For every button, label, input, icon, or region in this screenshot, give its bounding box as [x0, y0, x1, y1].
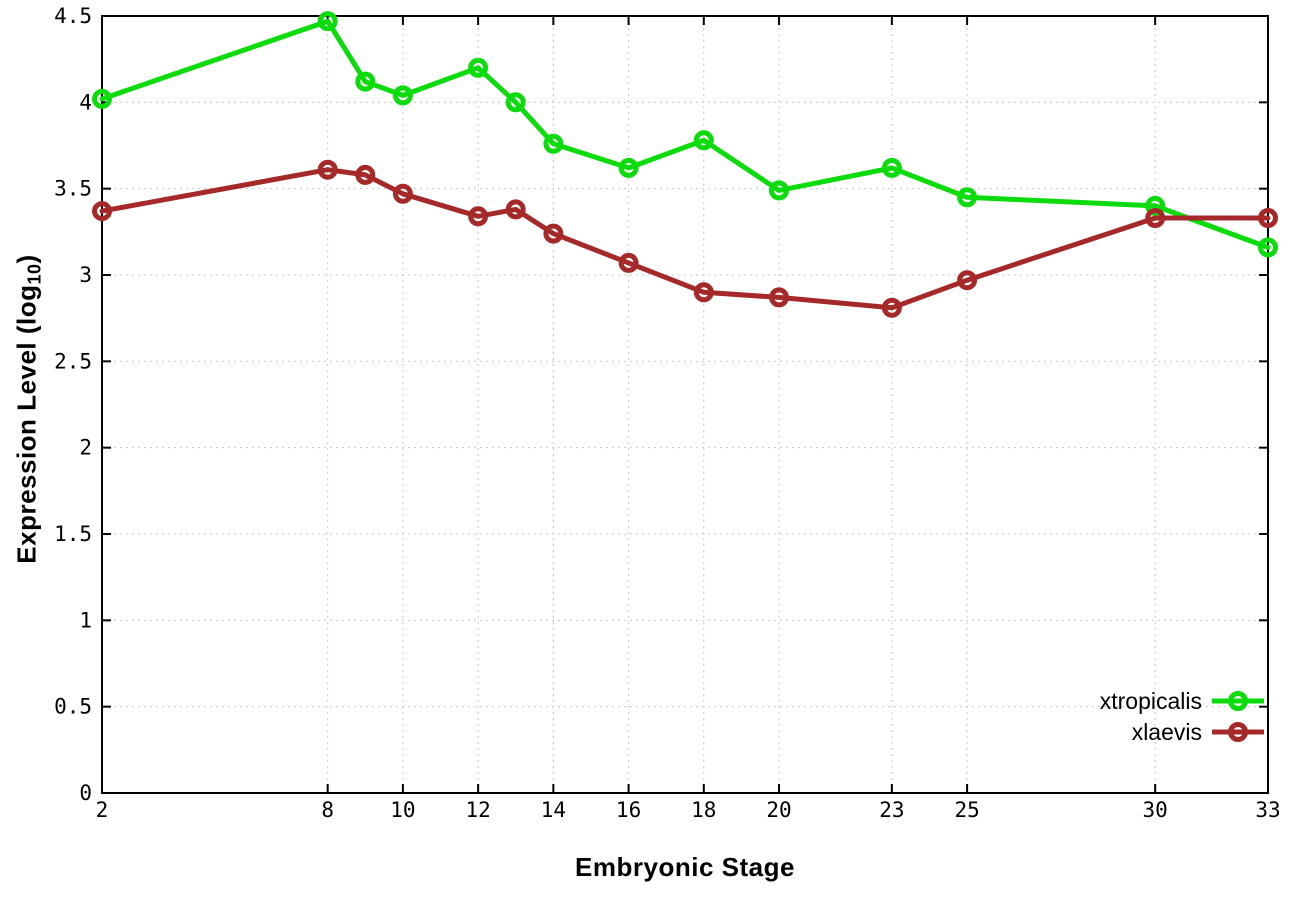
x-tick-label: 14 — [541, 798, 566, 822]
data-point-xtropicalis — [92, 88, 112, 109]
series-line-xlaevis — [99, 167, 1271, 311]
y-tick-label: 2 — [79, 436, 92, 460]
y-tick-label: 2.5 — [54, 349, 92, 373]
data-point-xtropicalis — [543, 133, 564, 154]
data-point-xlaevis — [468, 206, 489, 227]
x-tick-label: 23 — [879, 798, 904, 822]
y-tick-label: 0 — [79, 781, 92, 805]
data-point-xlaevis — [355, 164, 376, 185]
data-point-xtropicalis — [1145, 195, 1166, 216]
legend-marker-xtropicalis-icon — [1212, 691, 1264, 711]
data-point-xtropicalis — [392, 85, 413, 106]
data-point-xlaevis — [618, 252, 639, 273]
data-point-xtropicalis — [1258, 237, 1278, 258]
data-point-xtropicalis — [769, 180, 789, 201]
y-axis-title-subscript: 10 — [24, 263, 45, 285]
x-tick-label: 16 — [616, 798, 641, 822]
data-point-xlaevis — [693, 282, 714, 303]
y-tick-label: 4.5 — [54, 4, 92, 28]
y-tick-label: 0.5 — [54, 695, 92, 719]
data-point-xtropicalis — [468, 57, 489, 78]
legend-row-xtropicalis: xtropicalis — [1100, 687, 1264, 715]
x-tick-label: 8 — [321, 798, 334, 822]
data-point-xlaevis — [881, 297, 902, 318]
y-tick-label: 3.5 — [54, 177, 92, 201]
x-tick-label: 18 — [691, 798, 716, 822]
y-axis-title-main: Expression Level (log — [11, 284, 42, 564]
x-tick-label: 30 — [1143, 798, 1168, 822]
legend: xtropicalis xlaevis — [1100, 687, 1264, 746]
x-tick-label: 2 — [96, 798, 109, 822]
x-tick-label: 12 — [465, 798, 490, 822]
legend-label-xtropicalis: xtropicalis — [1099, 687, 1202, 714]
y-tick-label: 3 — [79, 263, 92, 287]
data-point-xtropicalis — [618, 157, 639, 178]
data-point-xlaevis — [1145, 208, 1166, 228]
data-point-xtropicalis — [355, 71, 376, 92]
plot-border — [101, 15, 1269, 794]
x-tick-label: 33 — [1255, 798, 1280, 822]
data-point-xtropicalis — [505, 92, 526, 113]
data-point-xtropicalis — [881, 157, 902, 178]
data-point-xlaevis — [317, 159, 338, 180]
legend-marker-xlaevis-icon — [1212, 722, 1264, 742]
y-tick-label: 4 — [79, 90, 92, 114]
x-tick-label: 25 — [954, 798, 979, 822]
data-point-xtropicalis — [317, 11, 338, 32]
data-point-xtropicalis — [693, 130, 714, 151]
y-axis-title: Expression Level (log10) — [12, 21, 46, 798]
x-axis-title: Embryonic Stage — [575, 852, 795, 882]
x-tick-label: 10 — [390, 798, 415, 822]
data-point-xtropicalis — [957, 187, 978, 208]
data-point-xlaevis — [92, 201, 112, 222]
data-point-xlaevis — [957, 270, 978, 291]
y-tick-label: 1 — [79, 608, 92, 632]
x-tick-label: 20 — [766, 798, 791, 822]
data-point-xlaevis — [543, 223, 564, 244]
data-point-xlaevis — [392, 183, 413, 204]
data-point-xlaevis — [505, 199, 526, 220]
data-point-xlaevis — [1258, 208, 1278, 228]
series-line-xtropicalis — [99, 18, 1271, 250]
legend-row-xlaevis: xlaevis — [1100, 718, 1264, 746]
data-point-xlaevis — [769, 287, 789, 308]
y-tick-label: 1.5 — [54, 522, 92, 546]
legend-label-xlaevis: xlaevis — [1131, 718, 1202, 745]
y-axis-title-end: ) — [11, 254, 42, 264]
